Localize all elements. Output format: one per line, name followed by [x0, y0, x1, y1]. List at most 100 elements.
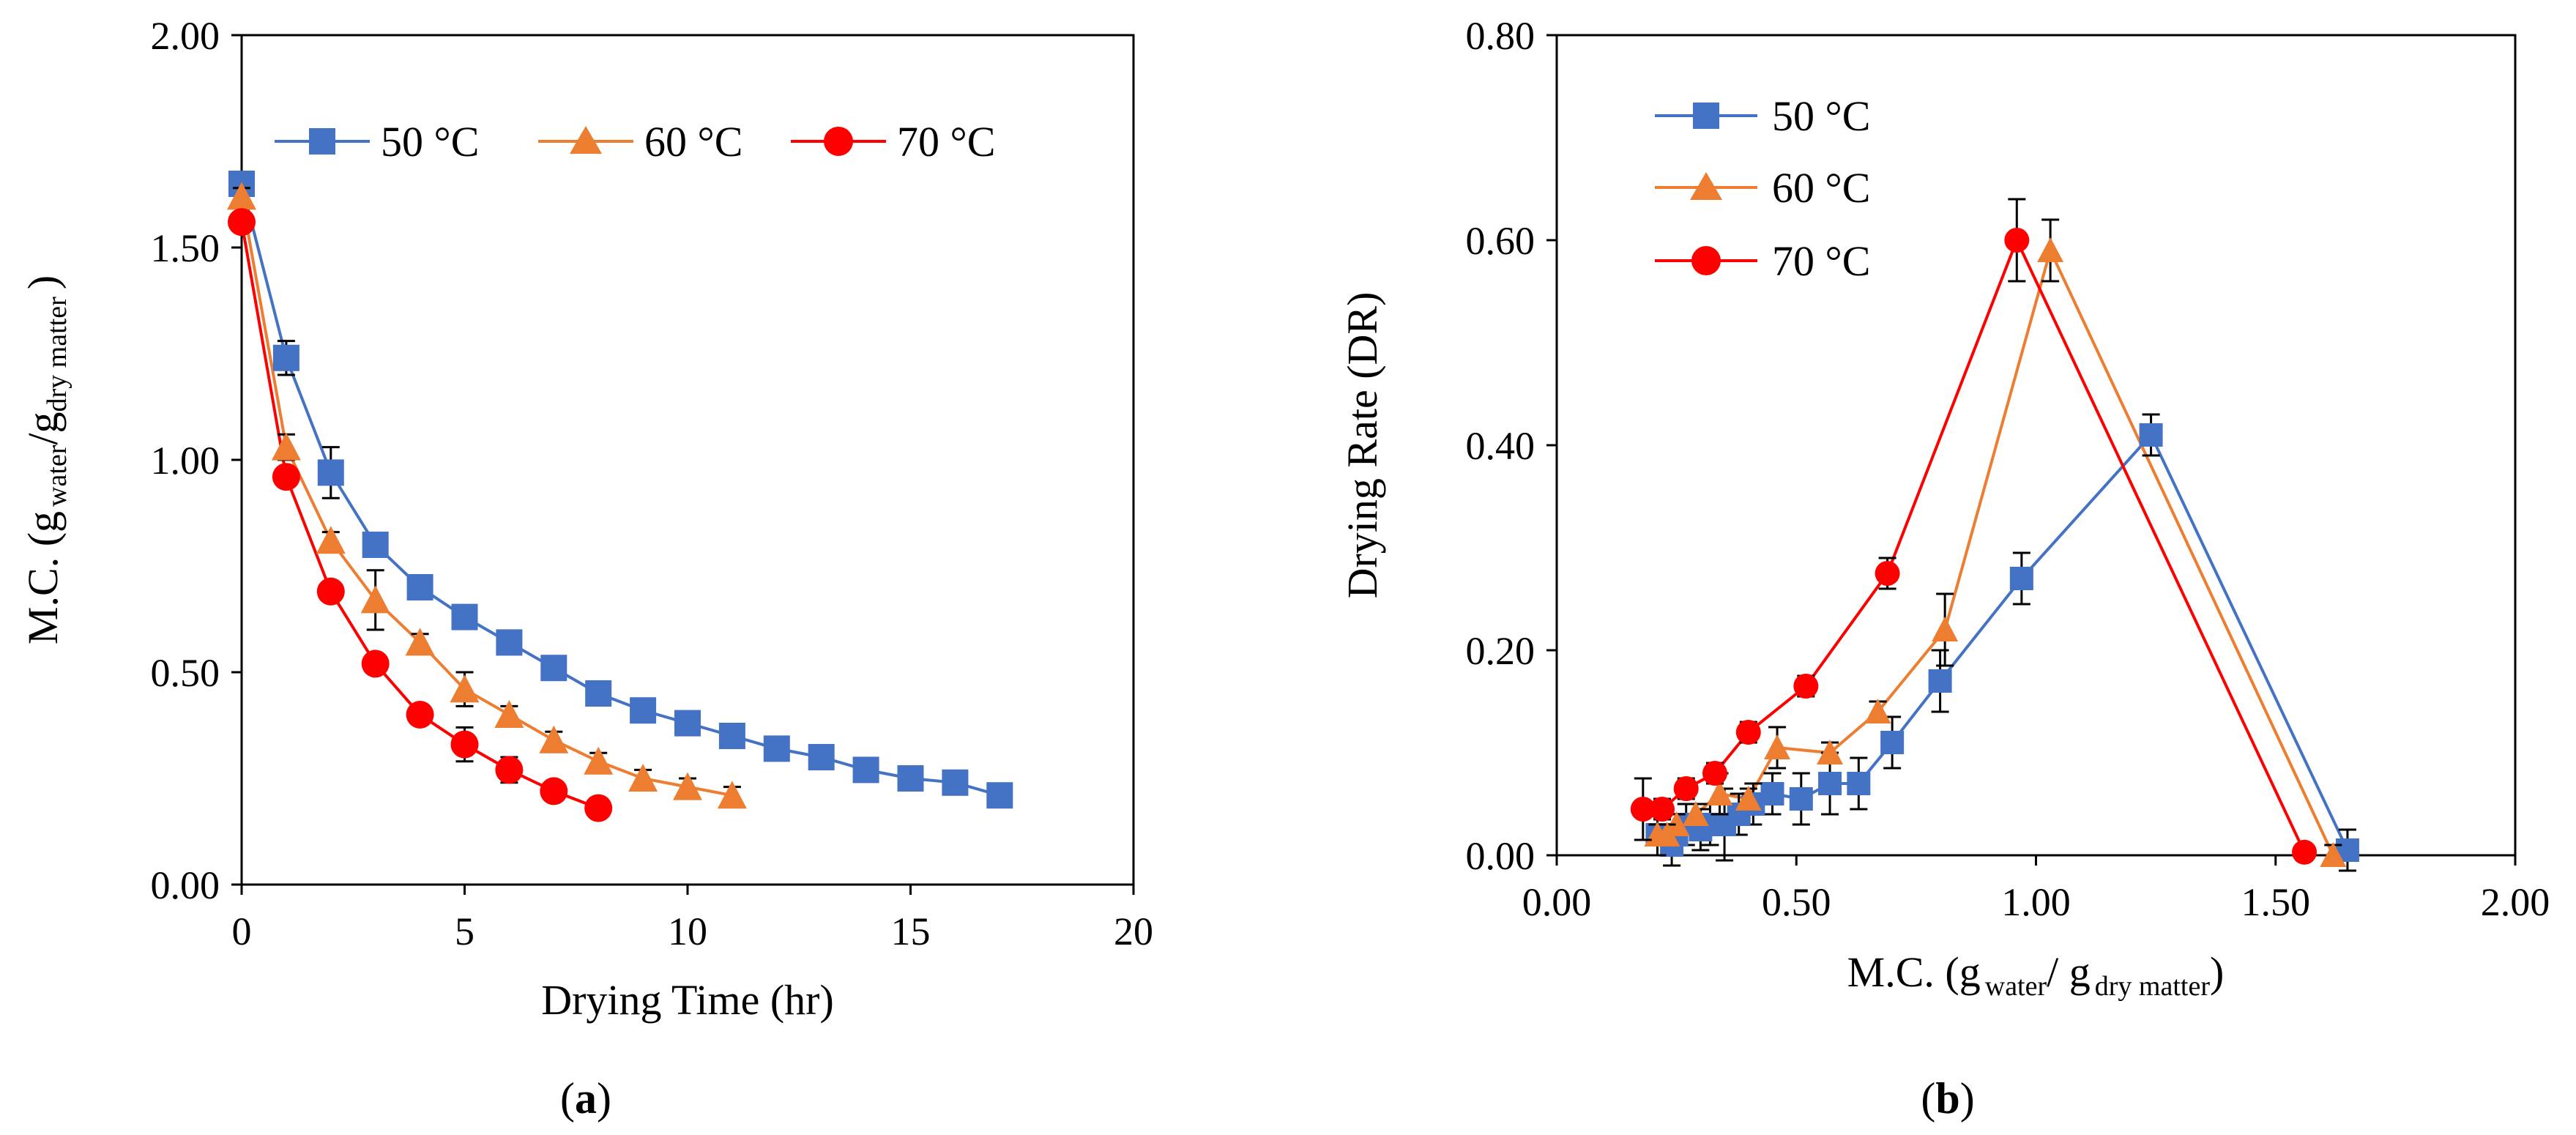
chart-b-point-60c: [1817, 740, 1844, 764]
chart-b-point-50c: [2139, 423, 2163, 447]
chart-b-point-70c: [2292, 839, 2318, 865]
chart-b-plot-frame: [1555, 34, 2517, 857]
chart-b-ytick-label: 0.20: [1466, 629, 1535, 673]
chart-b-ytick-label: 0.60: [1466, 219, 1535, 263]
chart-b-point-50c: [2009, 567, 2033, 590]
panel-label-b: (b): [1921, 1074, 1974, 1123]
chart-a-line-60c: [240, 196, 733, 797]
chart-a: 0.00 0.50 1.00 1.50 2.00 0 5 10 15 20 Dr…: [19, 14, 1153, 1123]
chart-a-point-60c: [450, 674, 480, 703]
chart-a-point-50c: [674, 710, 701, 737]
chart-b-point-70c: [1630, 797, 1656, 822]
chart-a-point-50c: [897, 765, 924, 792]
chart-a-ticks: [231, 34, 1135, 895]
chart-a-point-50c: [540, 655, 567, 682]
chart-b-point-50c: [1818, 772, 1842, 795]
chart-b-point-60c: [1764, 734, 1791, 759]
chart-b-legend-label-70c: 70 °C: [1772, 237, 1870, 285]
chart-b-point-70c: [1735, 720, 1761, 745]
chart-b-point-60c: [1682, 801, 1709, 826]
chart-a-point-70c: [228, 208, 256, 237]
chart-a-point-50c: [852, 756, 879, 784]
chart-a-point-60c: [316, 526, 346, 554]
chart-a-point-60c: [628, 764, 658, 792]
chart-a-point-70c: [272, 463, 300, 491]
chart-b-xtick-label: 1.00: [2001, 880, 2071, 924]
chart-a-point-70c: [584, 794, 613, 822]
chart-a-legend-label-70c: 70 °C: [897, 118, 995, 165]
chart-b-point-60c: [2320, 842, 2347, 867]
chart-a-point-70c: [495, 756, 524, 784]
chart-a-ytick-label: 0.00: [151, 863, 220, 907]
chart-b-legend-label-50c: 50 °C: [1772, 92, 1870, 140]
chart-a-point-50c: [496, 629, 523, 656]
chart-a-ylabel: M.C. (gwater/gdry matter): [19, 275, 72, 644]
chart-b-point-50c: [1928, 669, 1952, 693]
chart-a-legend: 50 °C 60 °C 70 °C: [275, 118, 995, 165]
chart-a-series: [227, 171, 1013, 822]
chart-a-xtick-label: 10: [668, 909, 707, 953]
chart-b-legend-label-60c: 60 °C: [1772, 164, 1870, 212]
chart-a-xtick-label: 20: [1114, 909, 1153, 953]
chart-a-point-60c: [584, 746, 614, 775]
chart-a-ytick-label: 0.50: [151, 651, 220, 695]
chart-b-point-70c: [2004, 228, 2030, 253]
chart-a-xtick-label: 5: [455, 909, 474, 953]
chart-a-point-50c: [272, 344, 299, 371]
chart-b-point-70c: [1649, 797, 1675, 822]
chart-a-point-70c: [406, 701, 434, 729]
chart-a-point-50c: [942, 769, 969, 796]
chart-a-point-50c: [585, 680, 612, 707]
chart-a-point-70c: [361, 650, 390, 678]
legend-marker-70c: [1691, 246, 1721, 275]
chart-a-ytick-label: 1.50: [151, 226, 220, 270]
chart-a-legend-label-50c: 50 °C: [381, 118, 479, 165]
chart-b-xtick-label: 1.50: [2241, 880, 2311, 924]
chart-a-point-50c: [808, 744, 835, 770]
chart-b-ytick-label: 0.00: [1466, 834, 1535, 878]
chart-a-point-70c: [316, 577, 345, 606]
chart-a-point-50c: [630, 697, 657, 724]
chart-b-ticks: [1546, 34, 2517, 866]
chart-a-point-50c: [986, 782, 1013, 809]
chart-a-ytick-label: 2.00: [151, 14, 220, 58]
legend-marker-70c: [824, 127, 853, 156]
chart-b-point-70c: [1793, 674, 1819, 699]
chart-b-line-60c: [1657, 246, 2335, 856]
chart-b-point-70c: [1673, 776, 1699, 801]
chart-a-point-60c: [360, 585, 390, 614]
chart-b-xtick-label: 0.00: [1522, 880, 1592, 924]
chart-a-point-60c: [271, 432, 301, 461]
chart-b-legend: 50 °C 60 °C 70 °C: [1655, 92, 1870, 285]
chart-a-point-60c: [673, 772, 702, 800]
chart-a-point-70c: [540, 777, 568, 805]
chart-a-point-50c: [451, 603, 478, 630]
chart-b-point-60c: [1706, 781, 1733, 805]
chart-a-point-70c: [450, 730, 479, 759]
chart-b-point-60c: [1735, 786, 1762, 811]
chart-a-point-50c: [763, 735, 790, 762]
chart-b-ylabel: Drying Rate (DR): [1339, 292, 1386, 599]
chart-a-point-60c: [717, 781, 747, 809]
chart-b-point-60c: [1864, 699, 1891, 723]
chart-a-point-60c: [405, 628, 435, 656]
legend-marker-60c: [570, 126, 602, 154]
chart-a-point-50c: [718, 723, 745, 749]
chart-a-xtick-label: 0: [232, 909, 252, 953]
chart-b-series: [1630, 198, 2359, 872]
chart-b-point-60c: [2037, 237, 2064, 262]
chart-a-point-60c: [494, 700, 524, 728]
chart-a-xlabel: Drying Time (hr): [541, 976, 834, 1024]
chart-b-point-50c: [1880, 731, 1905, 754]
legend-marker-60c: [1690, 172, 1722, 200]
chart-a-point-60c: [227, 182, 256, 210]
legend-marker-50c: [1693, 103, 1719, 129]
chart-b: 0.00 0.20 0.40 0.60 0.80 0.00 0.50 1.00 …: [1339, 14, 2550, 1123]
chart-b-xtick-label: 0.50: [1762, 880, 1831, 924]
chart-b-xtick-label: 2.00: [2481, 880, 2550, 924]
chart-a-xtick-label: 15: [891, 909, 931, 953]
panel-label-a: (a): [560, 1074, 611, 1123]
legend-marker-50c: [309, 128, 335, 155]
chart-b-point-50c: [1847, 772, 1871, 795]
